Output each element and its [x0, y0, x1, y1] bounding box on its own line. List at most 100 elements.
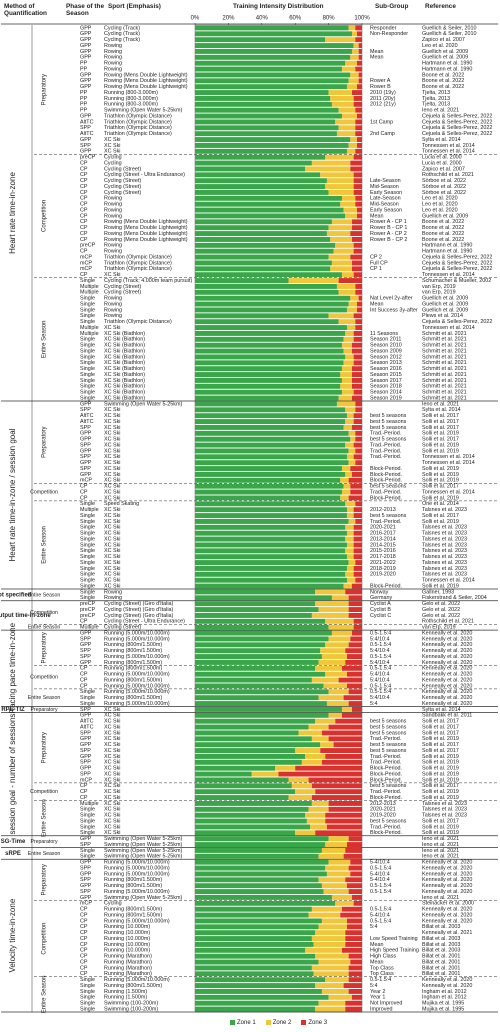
row-subgroup: 0.5-1.5:4: [370, 683, 391, 689]
bar-zone1: [195, 283, 337, 289]
bar-zone3: [353, 184, 362, 190]
bar-zone3: [355, 25, 362, 31]
bar-zone1: [195, 977, 326, 983]
bar-zone1: [195, 654, 322, 660]
bar-zone1: [195, 712, 329, 718]
row-phase-code: Single: [80, 354, 95, 360]
row-reference: Solli et al. 2019: [422, 472, 459, 478]
row-subgroup: Top Class: [370, 965, 394, 971]
bar-zone1: [195, 953, 316, 959]
row-reference: Kenneally et al. 2021: [422, 930, 472, 936]
row-subgroup: Season 2014: [370, 390, 402, 396]
bar-zone1: [195, 518, 349, 524]
row-subgroup: Season 2017: [370, 378, 402, 384]
bar-zone3: [350, 466, 362, 472]
row-phase-code: CP: [80, 166, 88, 172]
row-phase-code: GPP: [80, 736, 92, 742]
x-tick-label: 20%: [222, 16, 235, 22]
row-sport: Running (5.000m/10.000m): [104, 860, 170, 866]
row-reference: Schmitt et al. 2021: [422, 390, 467, 396]
row-sport: Rowing (Mens Double Lightweight): [104, 72, 188, 78]
row-phase-code: GPP: [80, 448, 92, 454]
bar-zone2: [340, 383, 352, 389]
bar-zone1: [195, 971, 314, 977]
bar-zone3: [353, 413, 362, 419]
bar-zone1: [195, 248, 334, 254]
row-subgroup: best 5 seasons: [370, 748, 407, 754]
bar-zone3: [358, 43, 362, 49]
bar-zone1: [195, 348, 344, 354]
bar-zone2: [331, 101, 354, 107]
bar-zone2: [346, 84, 357, 90]
row-reference: Solli et al. 2017: [422, 748, 459, 754]
row-reference: Ingham et al. 2012: [422, 989, 467, 995]
row-sport: XC Ski: [104, 431, 120, 437]
row-phase-code: SPP: [80, 407, 91, 413]
row-sport: Cycling (Street - Ultra Endurance): [104, 619, 185, 625]
row-phase-code: SPP: [80, 143, 91, 149]
row-reference: Solli et al. 2019: [422, 583, 459, 589]
row-reference: Tonnessen et al. 2014: [422, 489, 475, 495]
phase-label: Entire Season: [42, 320, 48, 358]
row-subgroup: 5:4: [370, 701, 378, 707]
row-subgroup: Not Improved: [370, 1001, 402, 1007]
row-phase-code: CP: [80, 912, 88, 918]
bar-zone2: [311, 800, 329, 806]
bar-zone2: [328, 189, 354, 195]
row-reference: Kenneally et al. 2020: [422, 636, 472, 642]
row-phase-code: GPP: [80, 84, 92, 90]
bar-zone3: [358, 295, 362, 301]
bar-zone3: [351, 225, 362, 231]
row-reference: Tjelta, 2013: [422, 96, 450, 102]
bar-zone1: [195, 160, 312, 166]
bar-zone2: [345, 354, 354, 360]
legend-label-zone2: Zone 2: [272, 1020, 292, 1027]
row-reference: Schmitt et al. 2021: [422, 337, 467, 343]
row-reference: Sylta et al. 2014: [422, 407, 461, 413]
bar-zone2: [318, 1000, 346, 1006]
x-tick-label: 80%: [323, 16, 336, 22]
bar-zone2: [318, 853, 344, 859]
row-subgroup: Trad.-Period.: [370, 789, 401, 795]
row-subgroup: Season 2011: [370, 337, 401, 343]
bar-zone3: [351, 377, 362, 383]
bar-zone2: [346, 565, 354, 571]
header-tid: Training Intensity Distribution: [233, 3, 324, 10]
row-sport: Running (800m/1.500m): [104, 877, 162, 883]
row-phase-code: GPP: [80, 49, 92, 55]
bar-zone3: [346, 924, 362, 930]
row-phase-code: PP: [80, 90, 88, 96]
bar-zone1: [195, 900, 336, 906]
bar-zone3: [358, 78, 362, 84]
row-subgroup: 5:4/10:4: [370, 648, 389, 654]
bar-zone2: [328, 712, 342, 718]
bar-zone1: [195, 918, 322, 924]
row-phase-code: GPP: [80, 55, 92, 61]
row-subgroup: 2021-2022: [370, 560, 396, 566]
bar-zone2: [336, 283, 356, 289]
phase-label: Competition: [42, 923, 48, 955]
bar-zone3: [343, 695, 362, 701]
bar-zone1: [195, 630, 332, 636]
bar-zone3: [358, 72, 362, 78]
row-reference: Ieno et al. 2021: [422, 108, 459, 114]
row-sport: Running (Marathon): [104, 971, 152, 977]
row-phase-code: CP: [80, 672, 88, 678]
row-reference: Plews et al. 2014: [422, 313, 463, 319]
row-phase-code: CP: [80, 666, 88, 672]
row-reference: Solli et al. 2017: [422, 724, 459, 730]
row-phase-code: SPP: [80, 442, 91, 448]
bar-zone2: [311, 677, 339, 683]
bar-zone3: [348, 495, 362, 501]
bar-zone2: [311, 160, 351, 166]
row-reference: Talsnes et al. 2023: [422, 531, 467, 537]
row-sport: Running (10.000m): [104, 942, 150, 948]
bar-zone2: [326, 231, 351, 237]
row-phase-code: Single: [80, 390, 95, 396]
row-sport: Cycling (Street): [104, 184, 141, 190]
row-sport: Cycling: [104, 160, 122, 166]
row-reference: Lucia et al. 2000: [422, 160, 462, 166]
row-phase-code: CP: [80, 930, 88, 936]
bar-zone2: [306, 818, 326, 824]
row-reference: Billat et al. 2003: [422, 942, 460, 948]
